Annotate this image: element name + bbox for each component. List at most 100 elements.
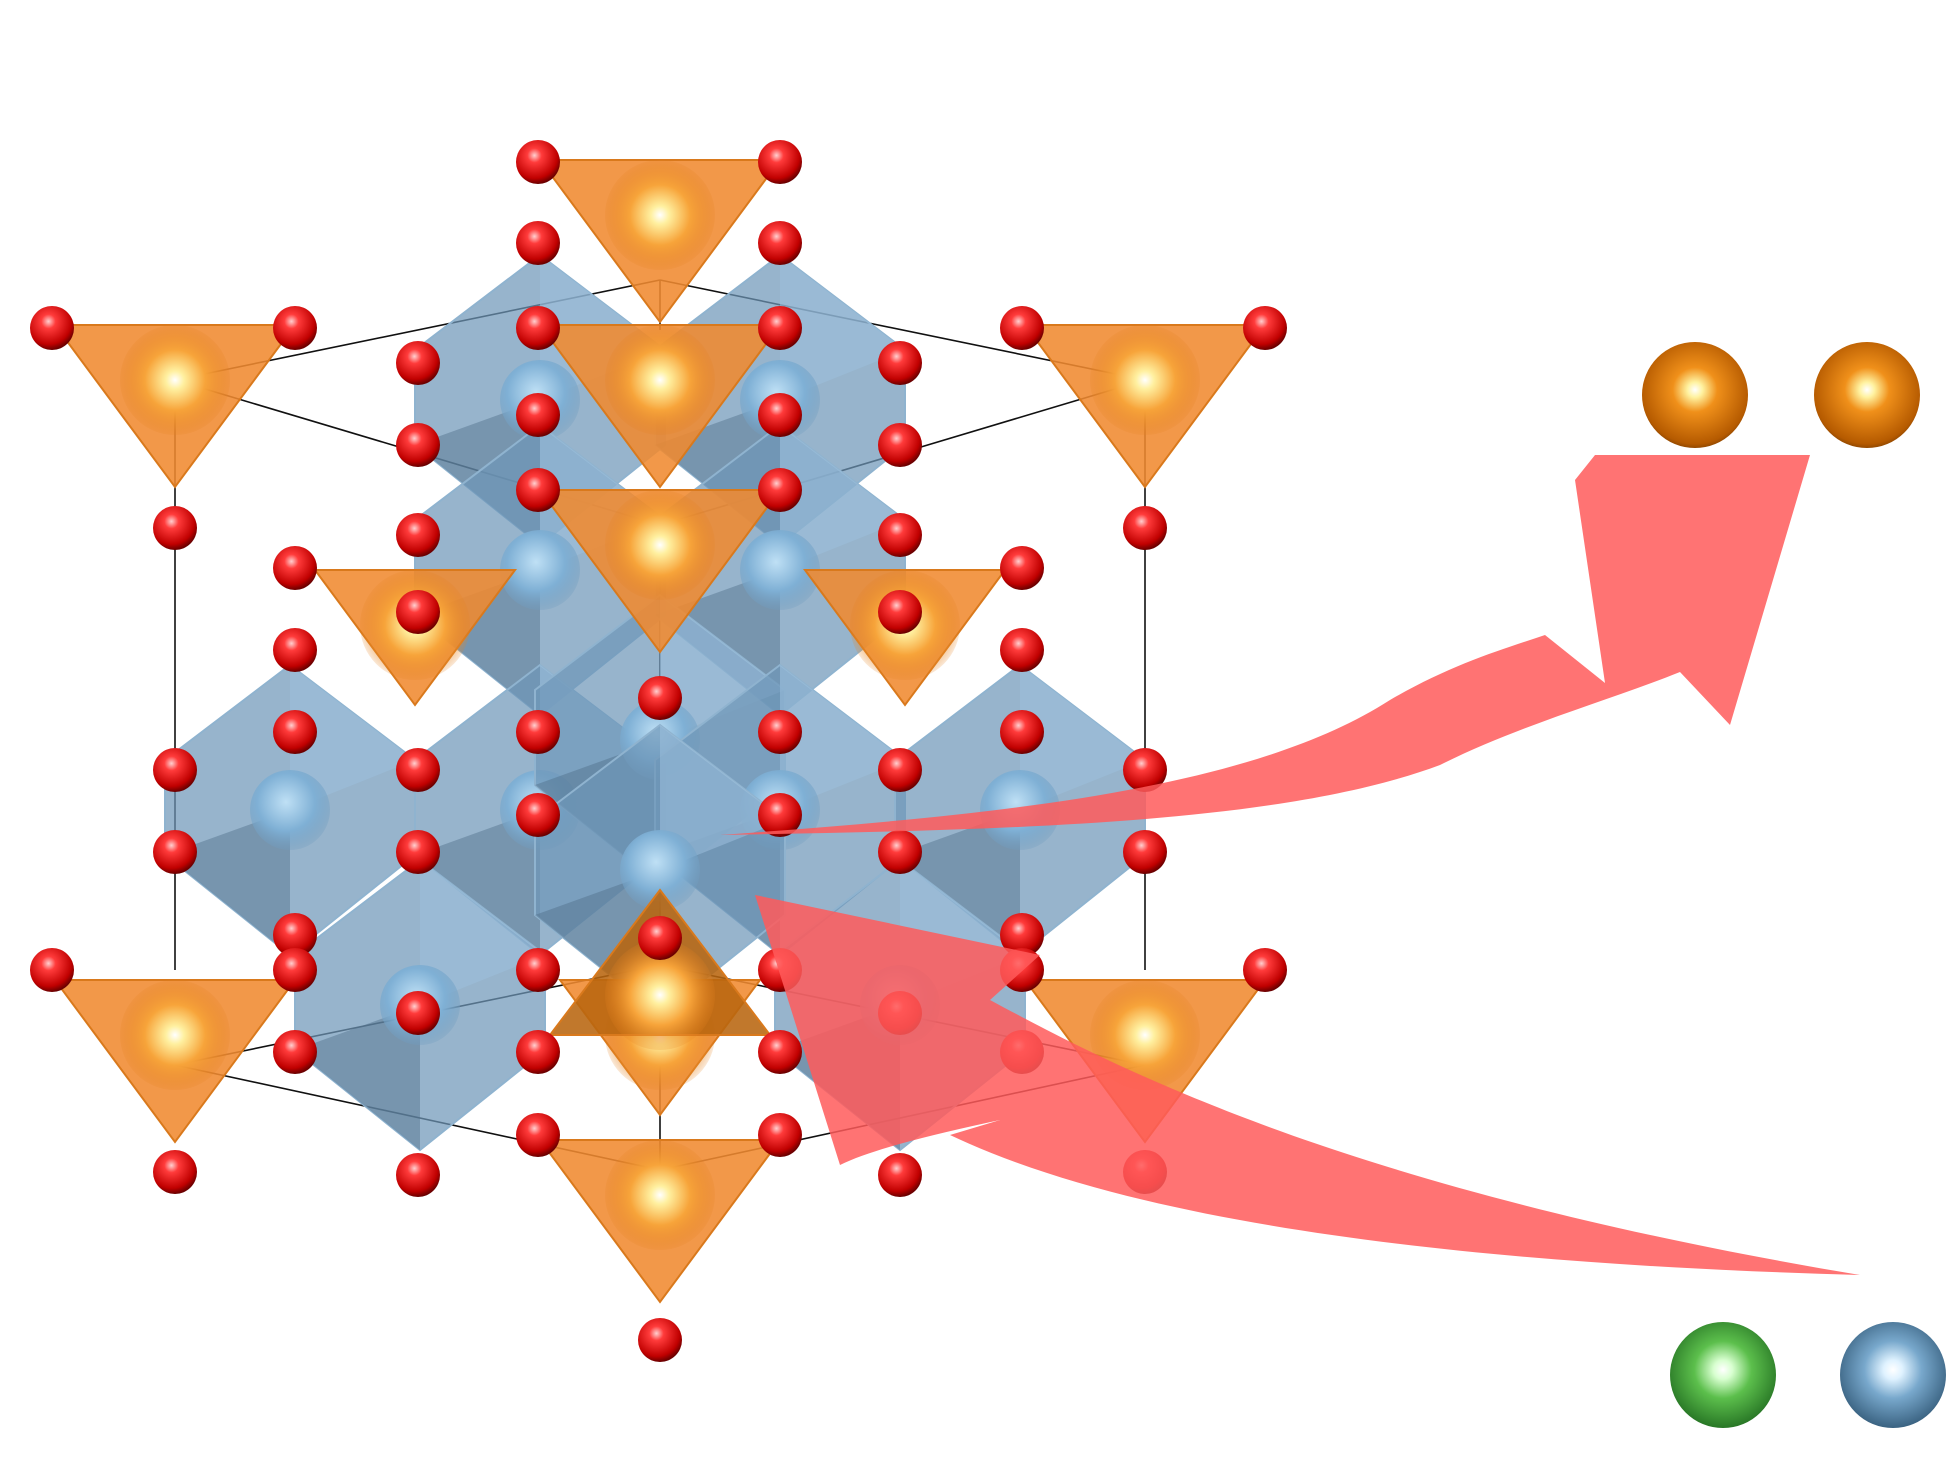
oxygen-atom xyxy=(516,221,560,265)
oxygen-atom xyxy=(273,628,317,672)
tetrahedral-cation xyxy=(120,980,230,1090)
incoming-atoms xyxy=(1670,1322,1946,1428)
oxygen-atom xyxy=(153,748,197,792)
oxygen-atom xyxy=(273,948,317,992)
octahedral-cation xyxy=(740,530,820,610)
oxygen-atom xyxy=(758,393,802,437)
tetrahedral-cation xyxy=(605,490,715,600)
oxygen-atom xyxy=(396,341,440,385)
oxygen-atom xyxy=(516,793,560,837)
octahedral-cation xyxy=(500,530,580,610)
green-atom xyxy=(1670,1322,1776,1428)
oxygen-atom xyxy=(273,1030,317,1074)
oxygen-atom xyxy=(30,306,74,350)
oxygen-atom xyxy=(396,748,440,792)
tetrahedron xyxy=(538,1139,782,1304)
blue-atom xyxy=(1840,1322,1946,1428)
oxygen-atom xyxy=(516,1113,560,1157)
oxygen-atom xyxy=(1000,913,1044,957)
oxygen-atom xyxy=(1123,830,1167,874)
tetrahedral-cation xyxy=(605,325,715,435)
octahedron-facet-light xyxy=(780,665,905,810)
oxygen-atom xyxy=(758,221,802,265)
oxygen-atom xyxy=(273,913,317,957)
oxygen-atom xyxy=(516,468,560,512)
octahedron xyxy=(534,723,786,1017)
tetrahedron xyxy=(538,324,782,489)
oxygen-atom xyxy=(638,676,682,720)
oxygen-atom xyxy=(758,793,802,837)
octahedron-facet-light xyxy=(660,595,785,740)
oxygen-atom xyxy=(758,710,802,754)
oxygen-atom xyxy=(153,830,197,874)
octahedral-cation xyxy=(620,830,700,910)
octahedron-facet-dark xyxy=(415,810,540,955)
octahedron-facet-dark xyxy=(295,1005,420,1150)
orange-atom xyxy=(1814,342,1920,448)
oxygen-atom xyxy=(273,546,317,590)
tetrahedron xyxy=(53,979,297,1144)
octahedral-cation xyxy=(250,770,330,850)
tetrahedron xyxy=(1023,324,1267,489)
oxygen-atom xyxy=(878,748,922,792)
oxygen-atom xyxy=(758,306,802,350)
octahedron-facet-light xyxy=(660,725,785,870)
oxygen-atom xyxy=(396,1153,440,1197)
tetrahedral-cation xyxy=(1090,325,1200,435)
oxygen-atom xyxy=(396,423,440,467)
tetrahedral-cation xyxy=(605,1140,715,1250)
octahedron-facet-light xyxy=(1020,665,1145,810)
oxygen-atom xyxy=(516,1030,560,1074)
tetrahedron xyxy=(538,159,782,324)
octahedron-facet-light xyxy=(290,665,415,810)
out-arrow xyxy=(720,455,1810,835)
tetrahedra-layer xyxy=(53,159,1267,1304)
tetrahedron xyxy=(547,888,773,1050)
tetrahedral-cation xyxy=(605,940,715,1050)
oxygen-atom xyxy=(516,393,560,437)
leaving-atoms xyxy=(1642,342,1920,448)
oxygen-atom xyxy=(878,590,922,634)
in-arrow xyxy=(755,895,1860,1275)
oxygen-atom xyxy=(878,830,922,874)
oxygen-atom xyxy=(1000,546,1044,590)
oxygen-atom xyxy=(30,948,74,992)
oxygen-atom xyxy=(396,991,440,1035)
oxygen-atom xyxy=(878,513,922,557)
oxygen-atom xyxy=(1243,306,1287,350)
octahedron-facet-light xyxy=(780,255,905,400)
tetrahedral-cation xyxy=(605,160,715,270)
oxygen-atom xyxy=(1123,748,1167,792)
oxygen-atom xyxy=(516,710,560,754)
tetrahedron xyxy=(538,489,782,654)
octahedron-facet-light xyxy=(780,425,905,570)
tetrahedral-cation xyxy=(1090,980,1200,1090)
oxygen-atom xyxy=(758,140,802,184)
oxygen-atom xyxy=(396,513,440,557)
oxygen-atom xyxy=(273,710,317,754)
exchange-arrows xyxy=(720,455,1860,1275)
oxygen-atom xyxy=(878,341,922,385)
oxygen-atom xyxy=(396,590,440,634)
oxygen-atom xyxy=(878,423,922,467)
oxygen-atom xyxy=(396,830,440,874)
oxygen-atom xyxy=(516,306,560,350)
oxygen-atom xyxy=(758,468,802,512)
octahedron-facet-dark xyxy=(165,810,290,955)
orange-atom xyxy=(1642,342,1748,448)
octahedron-facet-dark xyxy=(895,810,1020,955)
oxygen-atom xyxy=(878,1153,922,1197)
tetrahedron xyxy=(53,324,297,489)
oxygen-atom xyxy=(1123,506,1167,550)
oxygen-atom xyxy=(1000,710,1044,754)
oxygen-atom xyxy=(516,140,560,184)
oxygen-atom xyxy=(1000,628,1044,672)
oxygen-atom xyxy=(153,1150,197,1194)
oxygen-atom xyxy=(758,1113,802,1157)
tetrahedral-cation xyxy=(120,325,230,435)
oxygen-atom xyxy=(516,948,560,992)
octahedron-facet-light xyxy=(420,860,545,1005)
oxygen-atom xyxy=(273,306,317,350)
oxygen-atom xyxy=(758,1030,802,1074)
